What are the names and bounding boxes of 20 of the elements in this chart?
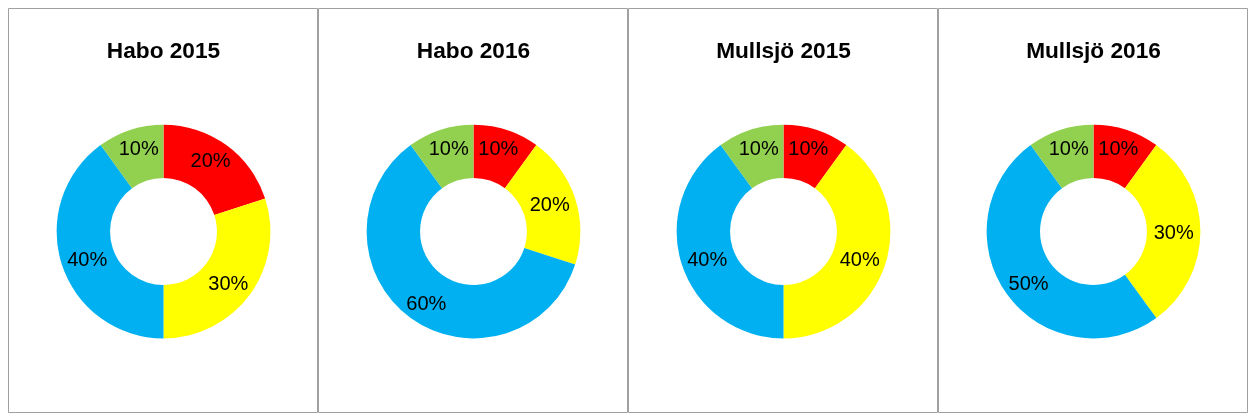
- chart-title: Habo 2016: [416, 36, 531, 63]
- data-label: 10%: [428, 136, 469, 159]
- data-label: 20%: [529, 193, 570, 216]
- data-label: 10%: [738, 136, 779, 159]
- data-label: 20%: [190, 149, 231, 172]
- data-label: 40%: [839, 247, 880, 270]
- data-label: 30%: [208, 272, 249, 295]
- data-label: 10%: [478, 136, 519, 159]
- data-label: 10%: [118, 136, 159, 159]
- data-label: 10%: [788, 136, 829, 159]
- chart-title: Habo 2015: [106, 36, 221, 63]
- data-label: 10%: [1048, 136, 1089, 159]
- data-label: 10%: [1098, 136, 1139, 159]
- data-label: 30%: [1153, 220, 1194, 243]
- data-label: 40%: [687, 247, 728, 270]
- chart-title: Mullsjö 2015: [716, 36, 851, 63]
- data-label: 60%: [406, 291, 447, 314]
- chart-title: Mullsjö 2016: [1026, 36, 1161, 63]
- data-label: 40%: [67, 247, 108, 270]
- data-label: 50%: [1008, 272, 1049, 295]
